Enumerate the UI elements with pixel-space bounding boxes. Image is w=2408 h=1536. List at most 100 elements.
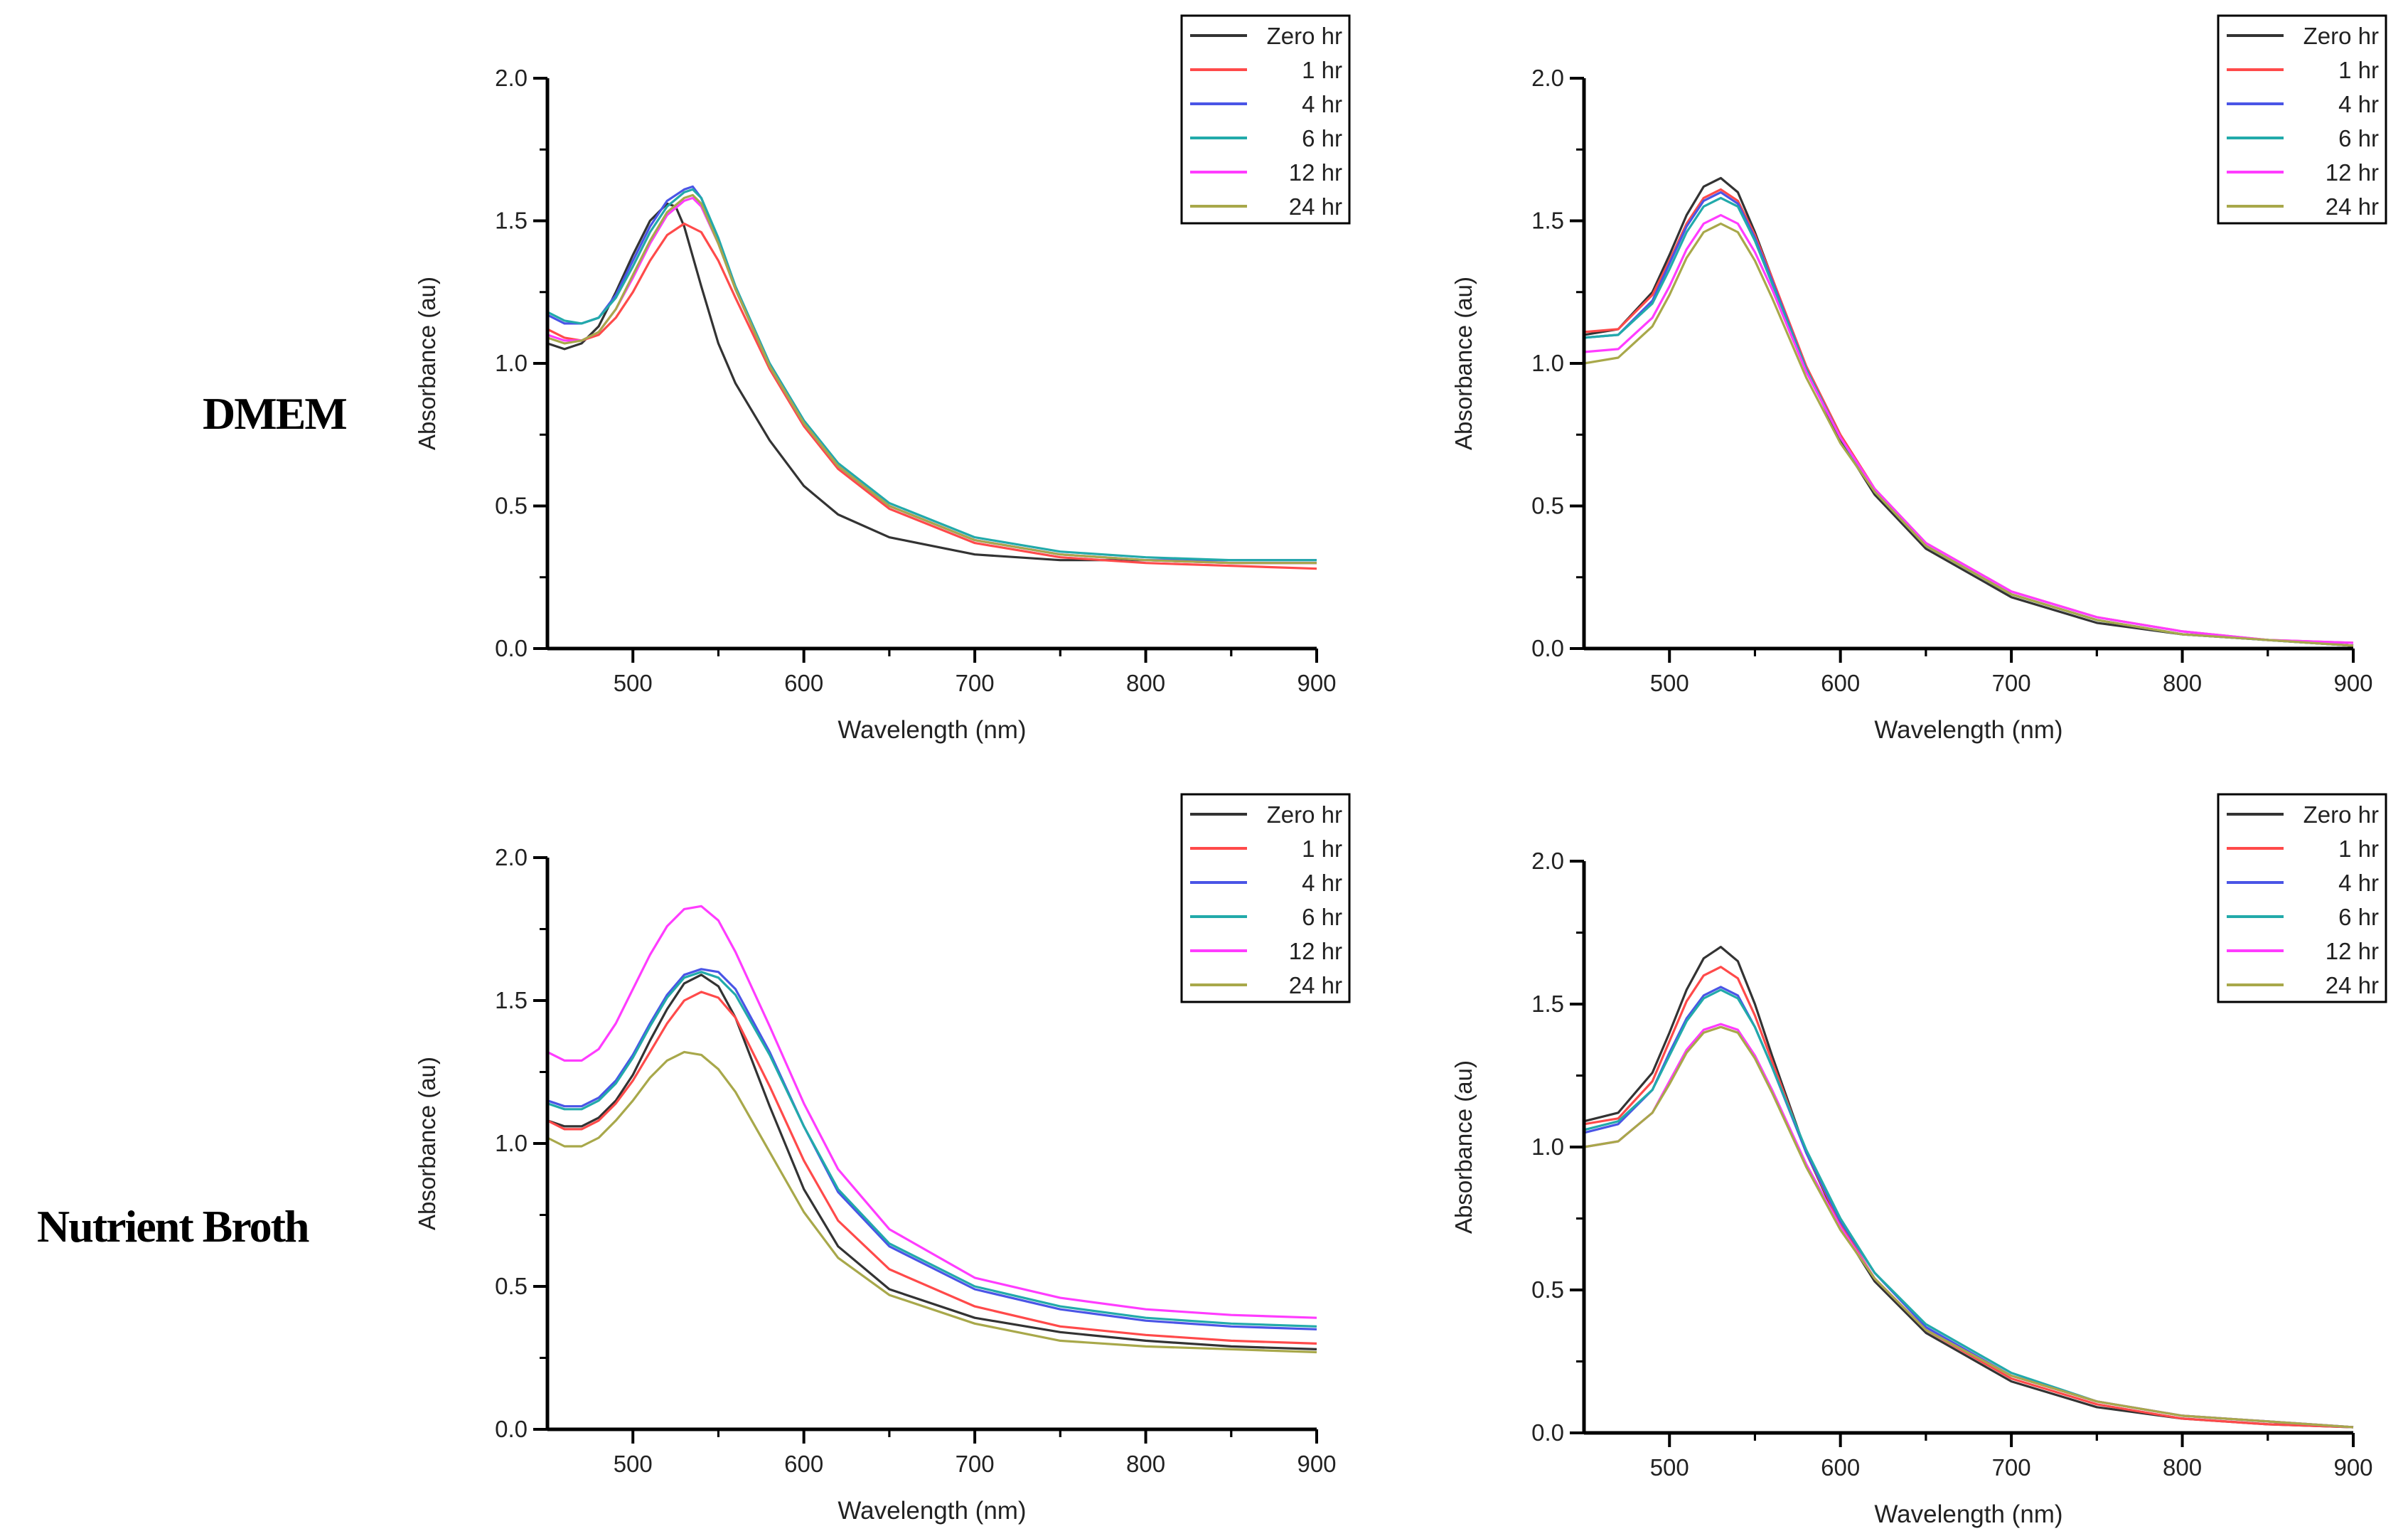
x-tick-label: 900	[2333, 1454, 2372, 1481]
y-tick-label: 2.0	[1531, 848, 1564, 874]
x-tick-label: 500	[1650, 670, 1689, 696]
x-axis-label: Wavelength (nm)	[838, 1497, 1026, 1525]
legend-entry-label: 6 hr	[1302, 125, 1342, 151]
legend-box	[2217, 14, 2387, 225]
x-tick-label: 500	[614, 670, 653, 696]
legend: Zero hr 1 hr 4 hr 6 hr 12 hr 24 hr	[2217, 14, 2387, 225]
legend-entry-label: 6 hr	[1302, 904, 1342, 930]
legend: Zero hr 1 hr 4 hr 6 hr 12 hr 24 hr	[1180, 14, 1351, 225]
y-tick-label: 2.0	[1531, 65, 1564, 91]
y-axis-label: Absorbance (au)	[1450, 1060, 1477, 1234]
x-tick-label: 700	[956, 670, 995, 696]
y-tick-label: 1.5	[1531, 991, 1564, 1017]
x-axis-label: Wavelength (nm)	[1874, 1500, 2062, 1528]
series-line-zero-hr	[547, 974, 1317, 1350]
legend-entry-label: 12 hr	[1289, 938, 1342, 964]
y-axis-label: Absorbance (au)	[1450, 277, 1477, 450]
series-line-12-hr	[1583, 213, 2354, 644]
y-tick-label: 1.0	[495, 350, 528, 376]
legend-entry-label: 4 hr	[1302, 91, 1342, 117]
y-tick-label: 0.5	[1531, 1276, 1564, 1303]
legend-entry-label: 1 hr	[2338, 836, 2379, 862]
x-tick-label: 500	[1650, 1454, 1689, 1481]
series-line-24-hr	[547, 193, 1317, 565]
series-line-1-hr	[547, 222, 1317, 570]
legend-entry-label: Zero hr	[1267, 801, 1342, 828]
legend: Zero hr 1 hr 4 hr 6 hr 12 hr 24 hr	[2217, 793, 2387, 1003]
legend-entry-label: 24 hr	[1289, 972, 1342, 998]
x-tick-label: 500	[614, 1451, 653, 1477]
x-tick-label: 800	[2163, 1454, 2202, 1481]
y-axis-label: Absorbance (au)	[414, 277, 440, 450]
legend-entry-label: 1 hr	[1302, 57, 1342, 83]
x-axis-label: Wavelength (nm)	[1874, 716, 2062, 744]
x-tick-label: 600	[784, 1451, 823, 1477]
legend-entry-label: 6 hr	[2338, 904, 2379, 930]
y-tick-label: 1.5	[495, 987, 528, 1013]
y-tick-label: 2.0	[495, 844, 528, 870]
legend-entry-label: 12 hr	[1289, 159, 1342, 186]
series-line-1-hr	[547, 991, 1317, 1345]
y-tick-label: 0.0	[1531, 1419, 1564, 1446]
x-tick-label: 900	[1297, 1451, 1336, 1477]
series-line-zero-hr	[1583, 946, 2354, 1429]
legend-entry-label: 4 hr	[2338, 870, 2379, 896]
x-tick-label: 700	[1992, 670, 2031, 696]
series-line-6-hr	[547, 971, 1317, 1328]
legend-entry-label: 12 hr	[2326, 938, 2379, 964]
x-tick-label: 900	[2333, 670, 2372, 696]
y-tick-label: 0.5	[495, 493, 528, 519]
series-line-6-hr	[1583, 196, 2354, 647]
legend-box	[2217, 793, 2387, 1003]
x-tick-label: 800	[2163, 670, 2202, 696]
legend-entry-label: 24 hr	[2326, 193, 2379, 220]
y-tick-label: 1.5	[495, 208, 528, 234]
x-axis-label: Wavelength (nm)	[838, 716, 1026, 744]
y-tick-label: 0.0	[1531, 635, 1564, 661]
legend-entry-label: 24 hr	[1289, 193, 1342, 220]
series-line-4-hr	[547, 968, 1317, 1330]
x-tick-label: 600	[1821, 670, 1860, 696]
x-tick-label: 700	[956, 1451, 995, 1477]
y-tick-label: 0.5	[495, 1273, 528, 1299]
x-tick-label: 600	[1821, 1454, 1860, 1481]
legend-entry-label: Zero hr	[1267, 23, 1342, 49]
y-tick-label: 0.0	[495, 1416, 528, 1442]
series-line-24-hr	[547, 1050, 1317, 1354]
y-axis-label: Absorbance (au)	[414, 1057, 440, 1230]
y-tick-label: 1.0	[495, 1130, 528, 1156]
chart-panel-dmem-left: 0.0 0.5 1.0 1.5 2.0 500 600 700 800 900 Wavelength…	[414, 14, 1351, 744]
chart-panel-dmem-right: 0.0 0.5 1.0 1.5 2.0 500 600 700 800 900 Wavelength…	[1450, 14, 2387, 744]
legend-entry-label: Zero hr	[2303, 23, 2379, 49]
legend-entry-label: 6 hr	[2338, 125, 2379, 151]
legend-entry-label: Zero hr	[2303, 801, 2379, 828]
chart-panel-broth-left: 0.0 0.5 1.0 1.5 2.0 500 600 700 800 900 Wavelength…	[414, 793, 1351, 1525]
series-line-24-hr	[1583, 222, 2354, 647]
row-label-nutrient-broth: Nutrient Broth	[37, 1201, 309, 1252]
x-tick-label: 800	[1126, 1451, 1165, 1477]
y-tick-label: 1.0	[1531, 350, 1564, 376]
series-line-1-hr	[1583, 966, 2354, 1429]
x-tick-label: 800	[1126, 670, 1165, 696]
x-tick-label: 600	[784, 670, 823, 696]
legend-entry-label: 4 hr	[2338, 91, 2379, 117]
series-line-12-hr	[1583, 1023, 2354, 1429]
legend-entry-label: 1 hr	[2338, 57, 2379, 83]
row-label-dmem: DMEM	[203, 388, 348, 439]
legend-entry-label: 4 hr	[1302, 870, 1342, 896]
series-line-12-hr	[547, 905, 1317, 1319]
legend-entry-label: 1 hr	[1302, 836, 1342, 862]
legend-entry-label: 12 hr	[2326, 159, 2379, 186]
x-tick-label: 700	[1992, 1454, 2031, 1481]
y-tick-label: 1.5	[1531, 208, 1564, 234]
y-tick-label: 2.0	[495, 65, 528, 91]
series-line-4-hr	[1583, 191, 2354, 647]
chart-panel-broth-right: 0.0 0.5 1.0 1.5 2.0 500 600 700 800 900 Wavelength…	[1450, 793, 2387, 1528]
x-tick-label: 900	[1297, 670, 1336, 696]
series-line-6-hr	[1583, 988, 2354, 1429]
series-line-24-hr	[1583, 1025, 2354, 1429]
legend-box	[1180, 14, 1351, 225]
series-line-6-hr	[547, 188, 1317, 562]
series-line-12-hr	[547, 196, 1317, 565]
